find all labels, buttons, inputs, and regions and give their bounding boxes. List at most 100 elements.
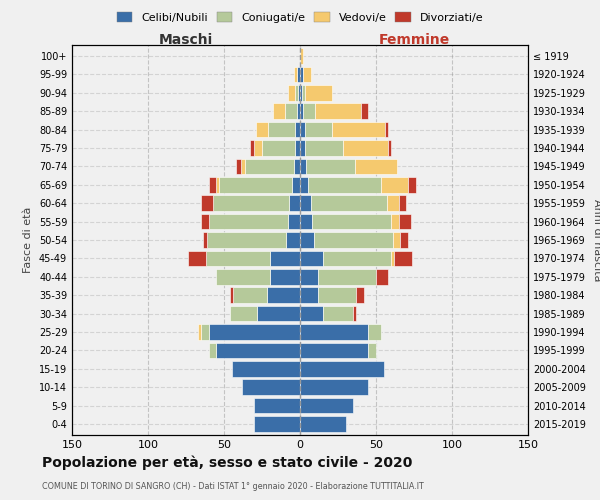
- Bar: [245, 158, 294, 174]
- Bar: [300, 122, 305, 138]
- Bar: [286, 232, 300, 248]
- Bar: [388, 140, 391, 156]
- Bar: [305, 85, 332, 100]
- Bar: [285, 104, 297, 119]
- Bar: [308, 177, 380, 192]
- Bar: [298, 85, 300, 100]
- Bar: [209, 324, 300, 340]
- Bar: [380, 177, 408, 192]
- Bar: [250, 140, 254, 156]
- Bar: [266, 288, 300, 303]
- Bar: [300, 232, 314, 248]
- Bar: [254, 398, 300, 413]
- Bar: [399, 214, 411, 230]
- Bar: [241, 158, 245, 174]
- Bar: [300, 306, 323, 322]
- Text: COMUNE DI TORINO DI SANGRO (CH) - Dati ISTAT 1° gennaio 2020 - Elaborazione TUTT: COMUNE DI TORINO DI SANGRO (CH) - Dati I…: [42, 482, 424, 491]
- Bar: [209, 214, 288, 230]
- Bar: [297, 66, 300, 82]
- Bar: [368, 342, 376, 358]
- Bar: [393, 232, 400, 248]
- Bar: [300, 140, 305, 156]
- Bar: [343, 140, 388, 156]
- Bar: [217, 342, 300, 358]
- Bar: [303, 104, 315, 119]
- Bar: [314, 232, 393, 248]
- Bar: [300, 324, 368, 340]
- Bar: [386, 196, 399, 211]
- Bar: [399, 196, 406, 211]
- Bar: [300, 214, 312, 230]
- Bar: [376, 269, 388, 284]
- Bar: [214, 196, 289, 211]
- Bar: [217, 177, 220, 192]
- Bar: [254, 416, 300, 432]
- Bar: [305, 140, 343, 156]
- Bar: [201, 324, 209, 340]
- Bar: [256, 122, 268, 138]
- Bar: [209, 342, 217, 358]
- Bar: [332, 122, 385, 138]
- Bar: [289, 196, 300, 211]
- Bar: [300, 398, 353, 413]
- Bar: [394, 250, 412, 266]
- Bar: [297, 104, 300, 119]
- Bar: [201, 214, 209, 230]
- Bar: [300, 269, 318, 284]
- Bar: [220, 177, 292, 192]
- Bar: [300, 380, 368, 395]
- Bar: [408, 177, 416, 192]
- Y-axis label: Fasce di età: Fasce di età: [23, 207, 33, 273]
- Bar: [268, 122, 295, 138]
- Bar: [303, 66, 311, 82]
- Bar: [254, 140, 262, 156]
- Bar: [269, 269, 300, 284]
- Bar: [294, 66, 297, 82]
- Bar: [300, 48, 303, 64]
- Bar: [300, 361, 383, 376]
- Bar: [232, 361, 300, 376]
- Bar: [230, 306, 257, 322]
- Bar: [368, 324, 380, 340]
- Y-axis label: Anni di nascita: Anni di nascita: [592, 198, 600, 281]
- Bar: [391, 214, 399, 230]
- Bar: [272, 104, 285, 119]
- Bar: [300, 177, 308, 192]
- Bar: [300, 158, 306, 174]
- Bar: [257, 306, 300, 322]
- Bar: [294, 158, 300, 174]
- Bar: [385, 122, 388, 138]
- Bar: [292, 177, 300, 192]
- Bar: [315, 104, 361, 119]
- Bar: [288, 214, 300, 230]
- Bar: [323, 250, 391, 266]
- Bar: [198, 324, 201, 340]
- Text: Femmine: Femmine: [379, 33, 449, 47]
- Bar: [300, 342, 368, 358]
- Bar: [391, 250, 394, 266]
- Bar: [242, 380, 300, 395]
- Bar: [300, 85, 302, 100]
- Bar: [312, 214, 391, 230]
- Bar: [300, 288, 318, 303]
- Bar: [233, 288, 266, 303]
- Bar: [188, 250, 206, 266]
- Bar: [306, 158, 355, 174]
- Bar: [269, 250, 300, 266]
- Bar: [318, 288, 356, 303]
- Bar: [207, 232, 286, 248]
- Bar: [361, 104, 368, 119]
- Bar: [323, 306, 353, 322]
- Bar: [236, 158, 241, 174]
- Bar: [203, 232, 207, 248]
- Bar: [311, 196, 386, 211]
- Bar: [305, 122, 332, 138]
- Bar: [295, 122, 300, 138]
- Bar: [318, 269, 376, 284]
- Bar: [355, 158, 397, 174]
- Bar: [300, 250, 323, 266]
- Bar: [201, 196, 214, 211]
- Text: Maschi: Maschi: [159, 33, 213, 47]
- Bar: [300, 66, 303, 82]
- Legend: Celibi/Nubili, Coniugati/e, Vedovi/e, Divorziati/e: Celibi/Nubili, Coniugati/e, Vedovi/e, Di…: [112, 8, 488, 28]
